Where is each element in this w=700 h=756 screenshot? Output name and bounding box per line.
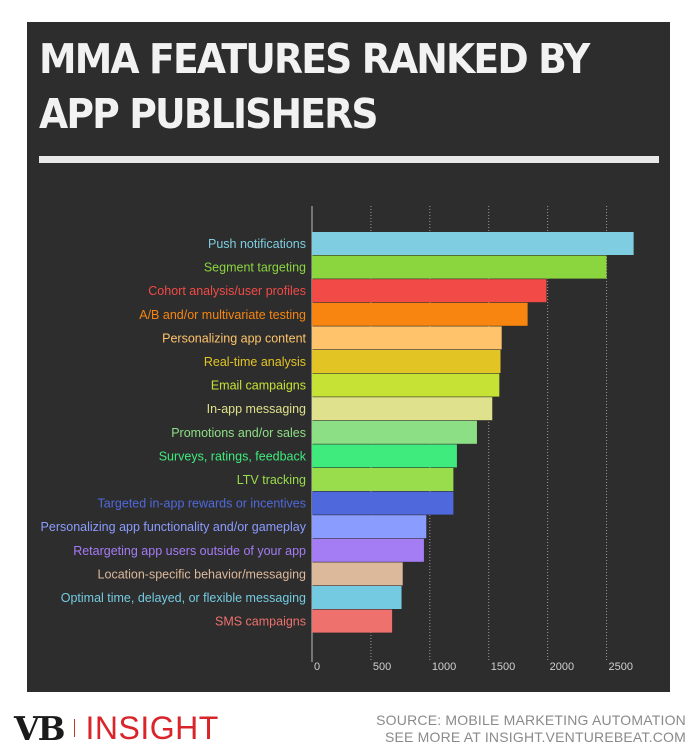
category-label-16: Optimal time, delayed, or flexible messa… [61, 591, 306, 605]
source-line: SOURCE: MOBILE MARKETING AUTOMATION [376, 712, 686, 728]
bar-15 [312, 562, 403, 586]
category-label-4: A/B and/or multivariate testing [139, 308, 306, 322]
category-label-11: LTV tracking [237, 473, 306, 487]
bar-8 [312, 397, 493, 421]
title-underline [39, 156, 659, 163]
bar-3 [312, 279, 547, 303]
vb-insight-logo: VB INSIGHT [14, 708, 219, 748]
bar-2 [312, 255, 607, 279]
category-label-15: Location-specific behavior/messaging [98, 567, 306, 581]
source-note: SOURCE: MOBILE MARKETING AUTOMATION SEE … [376, 712, 686, 746]
bar-6 [312, 350, 501, 373]
category-label-13: Personalizing app functionality and/or g… [41, 520, 307, 534]
bar-chart: 0 500 1000 1500 2000 2500 Push notifications Se… [41, 206, 634, 673]
more-link-line: SEE MORE AT INSIGHT.VENTUREBEAT.COM [384, 729, 686, 745]
category-label-14: Retargeting app users outside of your ap… [73, 544, 306, 558]
category-label-1: Push notifications [208, 237, 306, 251]
bar-5 [312, 326, 502, 350]
bar-13 [312, 515, 427, 539]
x-tick-label-500: 500 [373, 661, 391, 673]
bar-11 [312, 468, 454, 491]
category-label-10: Surveys, ratings, feedback [159, 449, 307, 463]
vb-logo-text: VB [14, 708, 65, 748]
logo-separator [73, 719, 75, 737]
bar-10 [312, 444, 457, 468]
bar-4 [312, 302, 528, 326]
x-tick-label-0: 0 [314, 661, 320, 673]
chart-panel: MMA FEATURES RANKED BY APP PUBLISHERS 0 5… [27, 22, 670, 692]
category-label-3: Cohort analysis/user profiles [148, 284, 306, 298]
bar-7 [312, 373, 500, 397]
category-label-8: In-app messaging [207, 402, 306, 416]
chart-title: MMA FEATURES RANKED BY APP PUBLISHERS [39, 35, 590, 138]
bar-14 [312, 538, 424, 562]
category-label-6: Real-time analysis [204, 355, 306, 369]
x-tick-label-2500: 2500 [609, 661, 633, 673]
category-label-5: Personalizing app content [162, 331, 306, 345]
bar-12 [312, 491, 454, 515]
category-label-12: Targeted in-app rewards or incentives [98, 497, 306, 511]
category-label-2: Segment targeting [204, 261, 306, 275]
category-label-9: Promotions and/or sales [171, 426, 306, 440]
insight-logo-text: INSIGHT [85, 709, 219, 746]
x-tick-label-2000: 2000 [550, 661, 574, 673]
x-tick-label-1500: 1500 [491, 661, 515, 673]
category-label-7: Email campaigns [211, 379, 306, 393]
bar-1 [312, 232, 634, 255]
bar-9 [312, 420, 477, 444]
bar-16 [312, 586, 402, 609]
x-tick-label-1000: 1000 [432, 661, 456, 673]
bar-17 [312, 609, 393, 633]
category-label-17: SMS campaigns [215, 615, 306, 629]
